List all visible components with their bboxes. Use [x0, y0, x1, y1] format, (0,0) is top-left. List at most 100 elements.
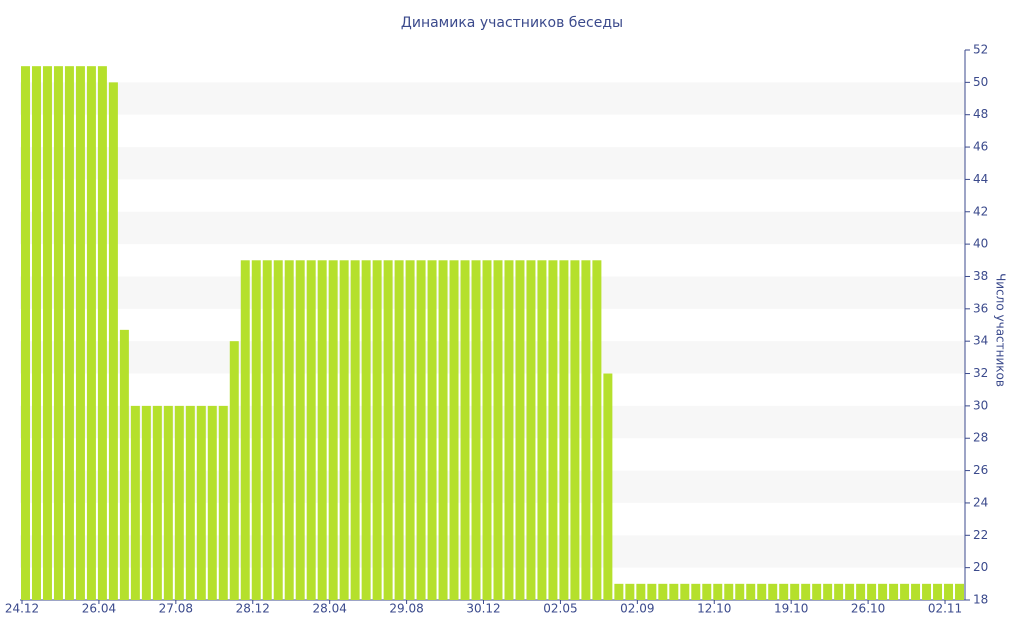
- y-tick-label: 20: [973, 560, 988, 574]
- x-tick-label: 26.10: [851, 602, 885, 616]
- bar: [493, 260, 503, 600]
- bar: [119, 329, 129, 600]
- bar: [515, 260, 525, 600]
- bar: [735, 583, 745, 600]
- bar: [174, 405, 184, 600]
- bar: [856, 583, 866, 600]
- bar: [504, 260, 514, 600]
- bar: [790, 583, 800, 600]
- bar: [537, 260, 547, 600]
- bar: [944, 583, 954, 600]
- bar: [845, 583, 855, 600]
- y-tick-label: 24: [973, 495, 988, 509]
- y-tick-label: 34: [973, 334, 988, 348]
- grid-band: [20, 82, 965, 115]
- y-axis-label: Число участников: [994, 273, 1008, 387]
- bar: [812, 583, 822, 600]
- bar: [955, 583, 964, 600]
- y-tick-label: 28: [973, 431, 988, 445]
- bar: [86, 66, 96, 601]
- bar: [141, 405, 151, 600]
- x-tick-label: 29.08: [389, 602, 423, 616]
- y-tick-label: 44: [973, 172, 988, 186]
- bar: [757, 583, 767, 600]
- bar: [317, 260, 327, 600]
- bar: [196, 405, 206, 600]
- bar: [933, 583, 943, 600]
- bar: [207, 405, 217, 600]
- bar: [922, 583, 932, 600]
- bar: [702, 583, 712, 600]
- bar: [306, 260, 316, 600]
- x-tick-label: 26.04: [82, 602, 116, 616]
- bar: [130, 405, 140, 600]
- y-tick-label: 40: [973, 237, 988, 251]
- y-tick-label: 18: [973, 593, 988, 607]
- bar: [889, 583, 899, 600]
- bar: [548, 260, 558, 600]
- bar: [625, 583, 635, 600]
- bar: [350, 260, 360, 600]
- bar: [691, 583, 701, 600]
- bar: [570, 260, 580, 600]
- x-tick-label: 24.12: [5, 602, 39, 616]
- bar: [42, 66, 52, 601]
- bar: [163, 405, 173, 600]
- bar: [669, 583, 679, 600]
- bar: [295, 260, 305, 600]
- bar: [460, 260, 470, 600]
- x-tick-label: 30.12: [466, 602, 500, 616]
- y-tick-label: 26: [973, 463, 988, 477]
- bar: [592, 260, 602, 600]
- x-tick-label: 02.05: [543, 602, 577, 616]
- bar: [284, 260, 294, 600]
- bar: [834, 583, 844, 600]
- y-tick-label: 22: [973, 528, 988, 542]
- y-tick-label: 52: [973, 43, 988, 57]
- bar: [97, 66, 107, 601]
- bar: [273, 260, 283, 600]
- bar: [471, 260, 481, 600]
- bar: [262, 260, 272, 600]
- bar: [878, 583, 888, 600]
- bar: [251, 260, 261, 600]
- bar: [372, 260, 382, 600]
- bar: [724, 583, 734, 600]
- bar: [53, 66, 63, 601]
- bar: [680, 583, 690, 600]
- bar: [185, 405, 195, 600]
- bar: [581, 260, 591, 600]
- bar: [636, 583, 646, 600]
- bar: [526, 260, 536, 600]
- bar: [328, 260, 338, 600]
- bar: [647, 583, 657, 600]
- bar: [427, 260, 437, 600]
- bar: [603, 373, 613, 600]
- bar: [823, 583, 833, 600]
- bar: [240, 260, 250, 600]
- y-tick-label: 38: [973, 269, 988, 283]
- bar: [614, 583, 624, 600]
- y-tick-label: 50: [973, 75, 988, 89]
- y-tick-label: 30: [973, 398, 988, 412]
- y-tick-label: 32: [973, 366, 988, 380]
- grid-band: [20, 211, 965, 245]
- bar: [801, 583, 811, 600]
- y-tick-label: 46: [973, 140, 988, 154]
- bar: [64, 66, 74, 601]
- x-tick-label: 28.04: [312, 602, 346, 616]
- y-tick-label: 48: [973, 107, 988, 121]
- x-tick-label: 19.10: [774, 602, 808, 616]
- bar: [383, 260, 393, 600]
- bar: [746, 583, 756, 600]
- bar: [900, 583, 910, 600]
- x-tick-label: 28.12: [236, 602, 270, 616]
- bar: [449, 260, 459, 600]
- bar: [21, 66, 30, 601]
- bar: [361, 260, 371, 600]
- y-tick-label: 42: [973, 204, 988, 218]
- bar: [438, 260, 448, 600]
- bar: [911, 583, 921, 600]
- grid-band: [20, 341, 965, 374]
- bar: [768, 583, 778, 600]
